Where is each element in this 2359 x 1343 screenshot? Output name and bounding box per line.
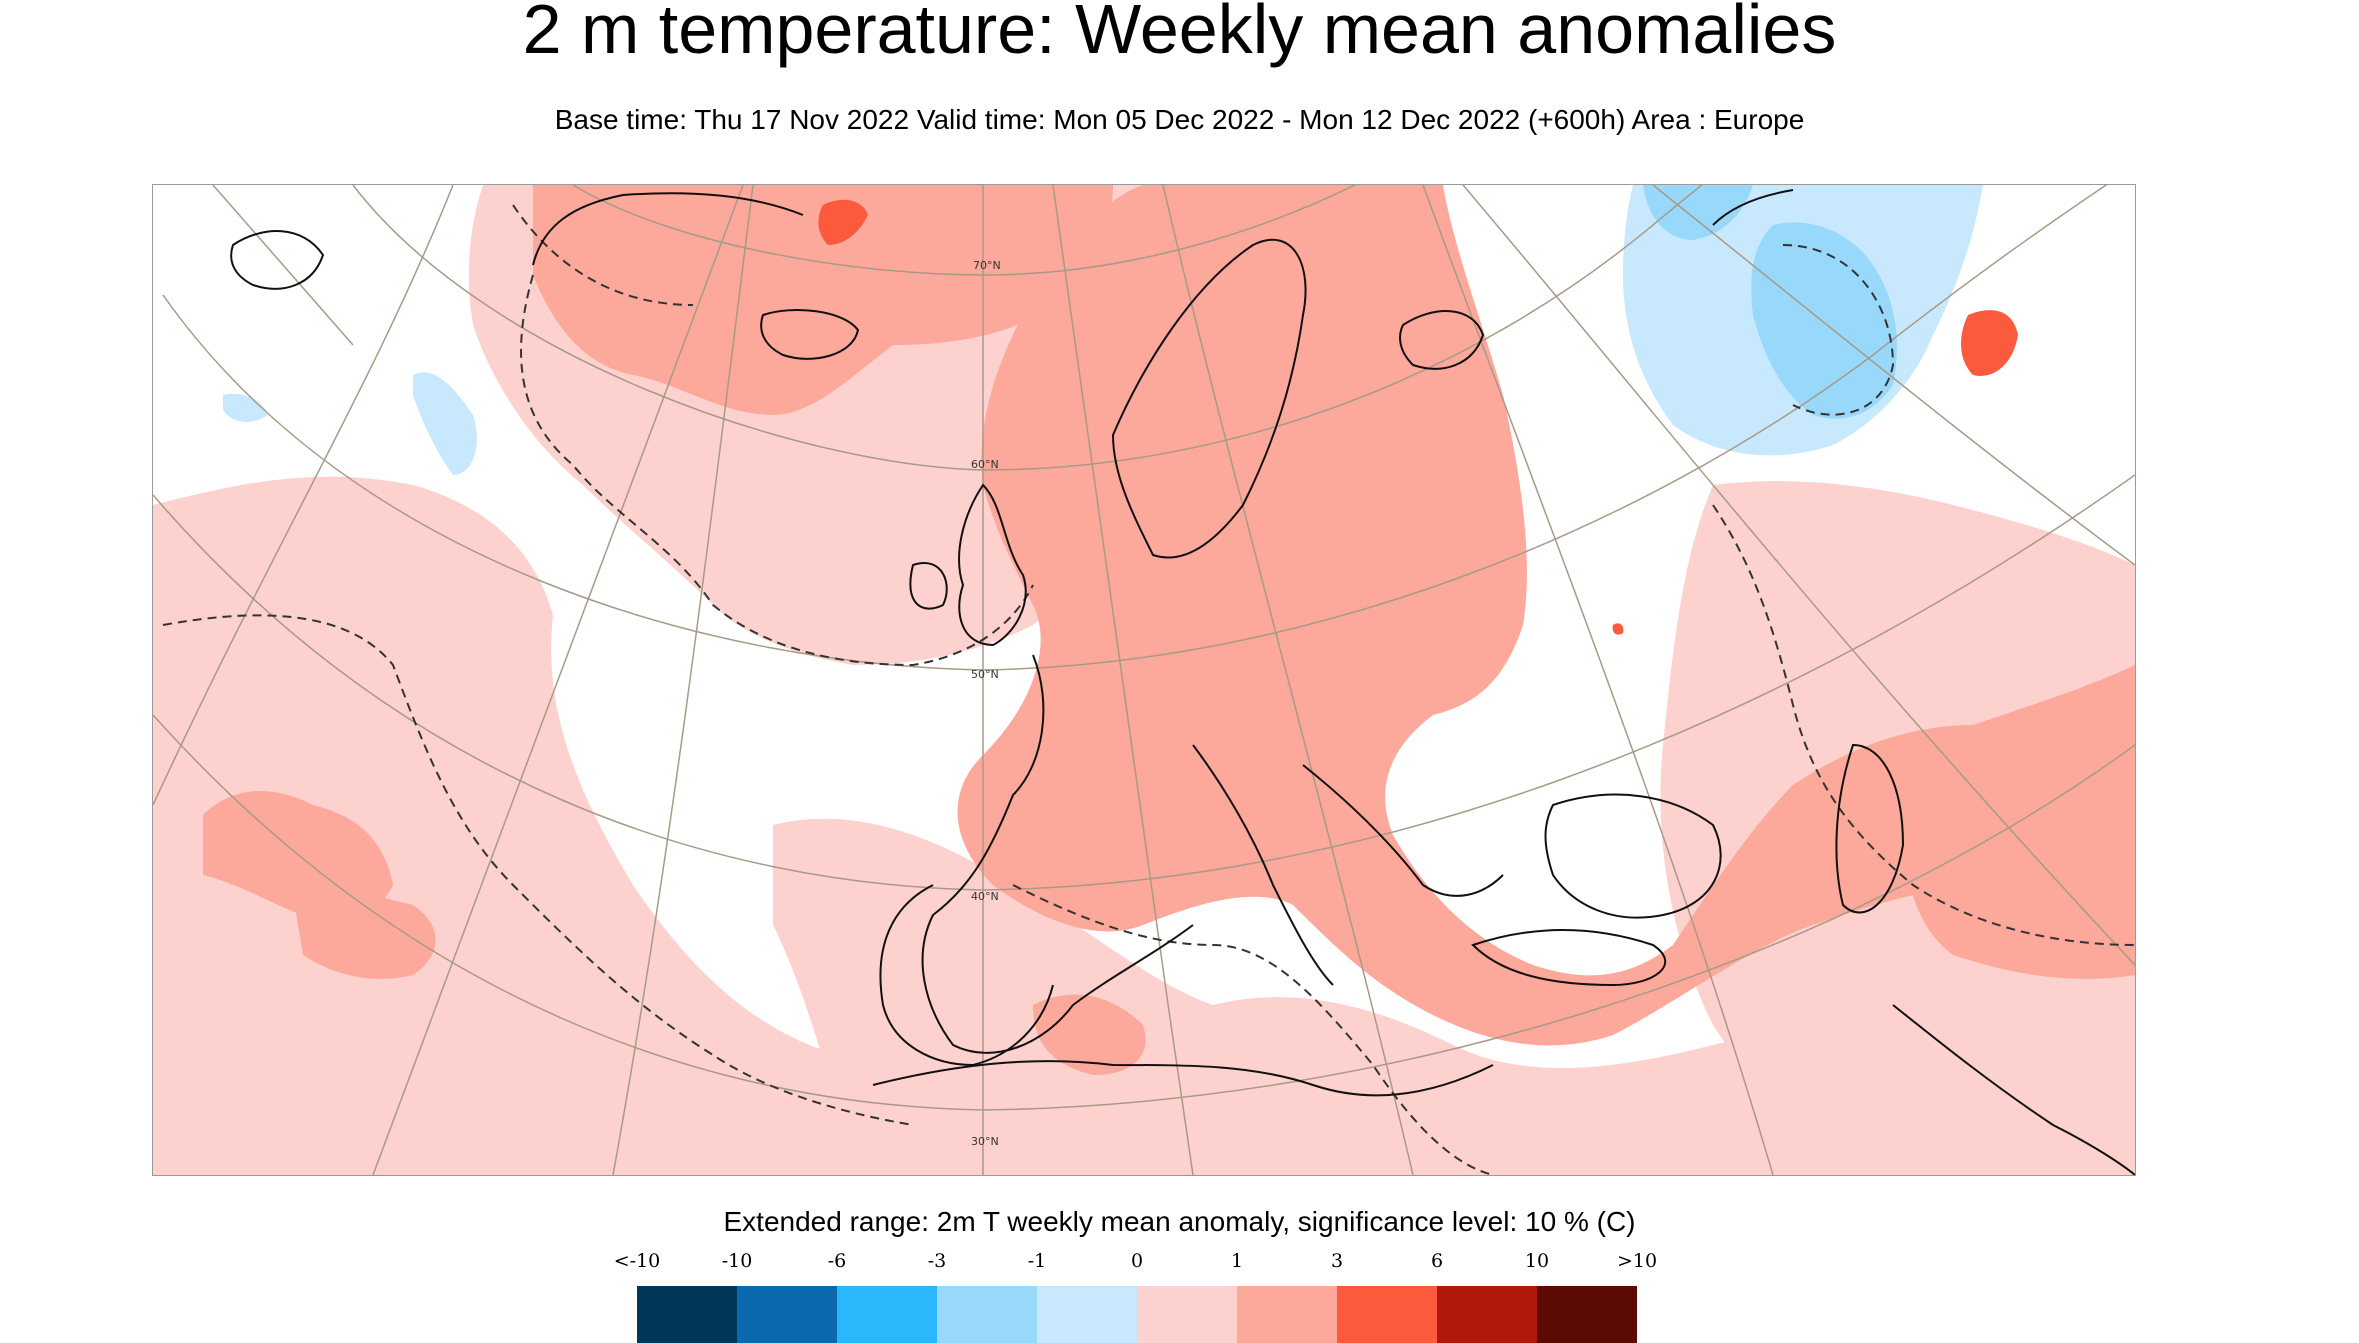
contour-atlantic-south [162,614,914,1126]
contour-north-atlantic [520,274,1034,667]
meridian-e50 [1652,185,2135,566]
coast-europe-west [921,654,1194,1054]
legend-tick: -6 [827,1250,847,1272]
legend-tick: 0 [1130,1250,1144,1272]
legend-swatch [837,1286,937,1343]
legend-tick: >10 [1616,1250,1658,1272]
legend-tick: 3 [1330,1250,1344,1272]
parallel-40n [153,474,2135,891]
moderate-positive-atlantic-south [203,791,393,921]
coast-balkans [1302,764,1504,897]
moderate-positive-atlantic-south-2 [293,890,436,979]
legend-swatch [1037,1286,1137,1343]
coast-white-sea [1399,310,1485,370]
contour-greenland [512,204,694,306]
weak-negative-greenland-sea [223,393,268,422]
lat-label-30n: 30°N [971,1135,999,1148]
legend-swatch [1337,1286,1437,1343]
legend-swatch [937,1286,1037,1343]
anomaly-shading [153,185,2135,1175]
contour-arctic-russia [1782,244,1895,416]
legend-swatch [1537,1286,1637,1343]
weak-positive-atlantic [153,476,2135,1175]
coast-persian-gulf [1892,1004,2135,1175]
strong-positive-ural [1961,310,2018,376]
weak-negative-atlantic [413,372,477,475]
coast-novaya-zemlya [1712,189,1794,226]
coast-italy [1192,744,1334,986]
strong-positive-greenland [818,199,868,245]
parallel-30n [153,714,2135,1111]
coast-caspian [1835,743,1905,914]
legend-tick: -1 [1027,1250,1047,1272]
lat-label-40n: 40°N [971,890,999,903]
legend-swatch [1137,1286,1237,1343]
legend-tick: <-10 [613,1250,661,1272]
meridian-w30 [153,185,454,806]
legend-swatch [1237,1286,1337,1343]
coast-greenland [532,192,804,266]
legend-tick: 10 [1524,1250,1550,1272]
significance-contours [162,204,2135,1175]
legend-swatch [737,1286,837,1343]
coast-ireland [909,562,948,610]
coast-north-africa [872,1060,1494,1097]
strong-positive-spot [1612,623,1624,635]
coast-iceland [760,309,860,360]
coastlines [230,189,2135,1175]
lat-label-70n: 70°N [973,259,1001,272]
map-subtitle: Base time: Thu 17 Nov 2022 Valid time: M… [554,104,1805,135]
map-title: 2 m temperature: Weekly mean anomalies [522,0,1837,68]
parallel-60n [352,185,1703,471]
coast-turkey [1471,929,1667,987]
legend-swatch [637,1286,737,1343]
moderate-positive-east-lobe [1905,754,2135,979]
moderate-positive-europe [957,185,2135,1046]
coast-iberia [879,884,1054,1067]
meridian-w10 [612,185,754,1175]
meridian-w40 [212,185,354,346]
legend-tick: 1 [1230,1250,1244,1272]
legend-tick: 6 [1430,1250,1444,1272]
legend-tick: -3 [927,1250,947,1272]
colorbar-legend: <-10 -10 -6 -3 -1 0 1 3 6 10 >10 [587,1250,1687,1343]
meridian-e40 [1462,185,2135,966]
lat-label-50n: 50°N [971,668,999,681]
lat-label-60n: 60°N [971,458,999,471]
moderate-positive-northafrica [1033,994,1146,1075]
meridian-w20 [372,185,744,1175]
coast-black-sea [1544,793,1722,919]
legend-tick: -10 [721,1250,753,1272]
latitude-labels: 70°N 60°N 50°N 40°N 30°N [971,259,1001,1148]
parallel-50n [162,185,2108,671]
anomaly-map: 70°N 60°N 50°N 40°N 30°N [152,184,2136,1176]
moderate-negative-arctic-russia [1751,222,1897,419]
legend-caption: Extended range: 2m T weekly mean anomaly… [723,1206,1636,1237]
coast-scandinavia [1111,238,1307,559]
legend-swatch [1437,1286,1537,1343]
anomaly-map-canvas: 70°N 60°N 50°N 40°N 30°N [153,185,2135,1175]
coast-british-isles [958,483,1027,647]
coast-svalbard [230,230,325,290]
contour-east [1712,504,2135,946]
meridian-e20 [1162,185,1414,1175]
